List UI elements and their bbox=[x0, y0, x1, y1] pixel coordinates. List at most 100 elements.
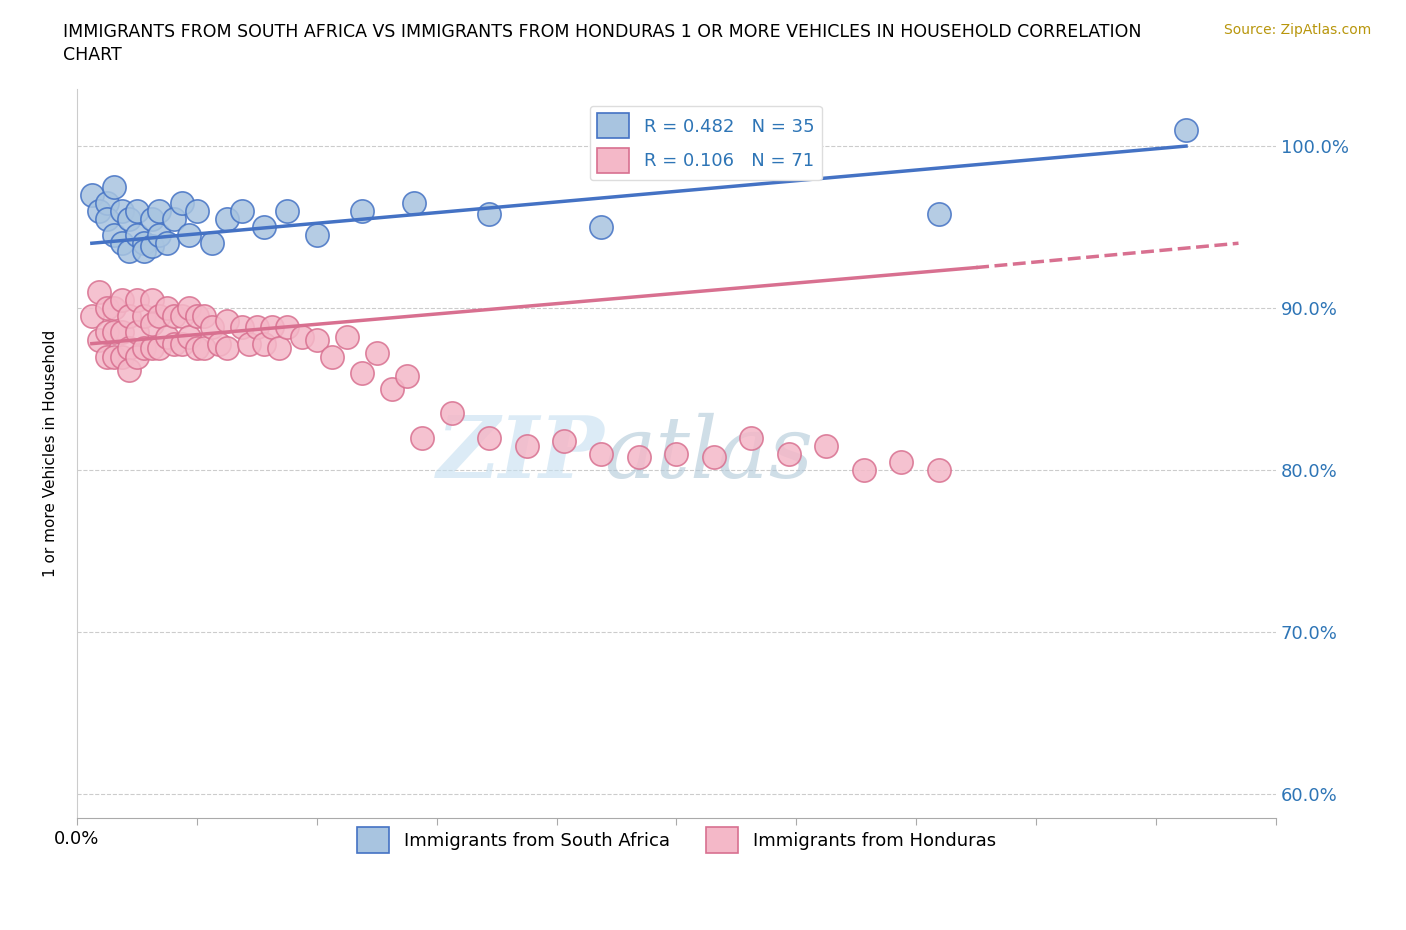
Point bbox=[411, 430, 433, 445]
Point bbox=[246, 320, 269, 335]
Point bbox=[111, 349, 134, 364]
Point bbox=[125, 292, 148, 307]
Point bbox=[478, 206, 501, 221]
Point bbox=[366, 346, 388, 361]
Point bbox=[103, 179, 125, 194]
Point bbox=[321, 349, 343, 364]
Text: atlas: atlas bbox=[605, 412, 814, 495]
Point bbox=[665, 446, 688, 461]
Point bbox=[134, 309, 156, 324]
Legend: Immigrants from South Africa, Immigrants from Honduras: Immigrants from South Africa, Immigrants… bbox=[350, 820, 1004, 860]
Point bbox=[103, 228, 125, 243]
Point bbox=[111, 292, 134, 307]
Point bbox=[186, 309, 208, 324]
Text: ZIP: ZIP bbox=[437, 412, 605, 496]
Point bbox=[118, 244, 141, 259]
Point bbox=[148, 228, 170, 243]
Point bbox=[778, 446, 800, 461]
Point bbox=[163, 211, 186, 226]
Point bbox=[118, 211, 141, 226]
Point bbox=[134, 341, 156, 356]
Point bbox=[125, 204, 148, 219]
Point bbox=[170, 309, 193, 324]
Point bbox=[238, 337, 260, 352]
Point bbox=[80, 309, 103, 324]
Point bbox=[89, 204, 111, 219]
Point bbox=[269, 341, 291, 356]
Point bbox=[89, 285, 111, 299]
Point bbox=[111, 204, 134, 219]
Point bbox=[179, 300, 201, 315]
Point bbox=[125, 325, 148, 339]
Point bbox=[118, 362, 141, 377]
Point bbox=[96, 325, 118, 339]
Point bbox=[440, 405, 463, 420]
Point bbox=[201, 236, 224, 251]
Point bbox=[96, 300, 118, 315]
Point bbox=[170, 195, 193, 210]
Point bbox=[148, 341, 170, 356]
Text: IMMIGRANTS FROM SOUTH AFRICA VS IMMIGRANTS FROM HONDURAS 1 OR MORE VEHICLES IN H: IMMIGRANTS FROM SOUTH AFRICA VS IMMIGRAN… bbox=[63, 23, 1142, 41]
Point bbox=[291, 330, 314, 345]
Point bbox=[260, 320, 283, 335]
Point bbox=[141, 239, 163, 254]
Point bbox=[231, 320, 253, 335]
Point bbox=[103, 300, 125, 315]
Point bbox=[179, 228, 201, 243]
Point bbox=[118, 309, 141, 324]
Point bbox=[96, 349, 118, 364]
Point bbox=[404, 195, 426, 210]
Point bbox=[815, 438, 838, 453]
Point bbox=[148, 204, 170, 219]
Point bbox=[215, 211, 238, 226]
Point bbox=[703, 449, 725, 464]
Point bbox=[627, 449, 650, 464]
Point bbox=[740, 430, 762, 445]
Point bbox=[170, 337, 193, 352]
Point bbox=[103, 325, 125, 339]
Point bbox=[134, 236, 156, 251]
Point bbox=[1175, 123, 1198, 138]
Point bbox=[96, 211, 118, 226]
Point bbox=[193, 341, 215, 356]
Y-axis label: 1 or more Vehicles in Household: 1 or more Vehicles in Household bbox=[44, 330, 58, 578]
Point bbox=[141, 292, 163, 307]
Point bbox=[80, 187, 103, 202]
Point bbox=[852, 462, 875, 477]
Point bbox=[118, 341, 141, 356]
Point bbox=[928, 206, 950, 221]
Point bbox=[186, 341, 208, 356]
Point bbox=[478, 430, 501, 445]
Point bbox=[193, 309, 215, 324]
Point bbox=[103, 349, 125, 364]
Point bbox=[208, 337, 231, 352]
Point bbox=[141, 341, 163, 356]
Point bbox=[253, 219, 276, 234]
Point bbox=[336, 330, 359, 345]
Point bbox=[148, 309, 170, 324]
Point bbox=[305, 333, 328, 348]
Point bbox=[179, 330, 201, 345]
Point bbox=[381, 381, 404, 396]
Point bbox=[134, 244, 156, 259]
Point bbox=[201, 320, 224, 335]
Point bbox=[186, 204, 208, 219]
Point bbox=[111, 325, 134, 339]
Point bbox=[890, 455, 912, 470]
Point bbox=[231, 204, 253, 219]
Point bbox=[141, 211, 163, 226]
Point bbox=[89, 333, 111, 348]
Point bbox=[125, 228, 148, 243]
Text: Source: ZipAtlas.com: Source: ZipAtlas.com bbox=[1223, 23, 1371, 37]
Point bbox=[156, 300, 179, 315]
Point bbox=[156, 330, 179, 345]
Point bbox=[305, 228, 328, 243]
Point bbox=[591, 219, 613, 234]
Point bbox=[276, 204, 298, 219]
Point bbox=[96, 195, 118, 210]
Point bbox=[163, 309, 186, 324]
Point bbox=[111, 236, 134, 251]
Point bbox=[350, 365, 373, 380]
Point bbox=[163, 337, 186, 352]
Point bbox=[928, 462, 950, 477]
